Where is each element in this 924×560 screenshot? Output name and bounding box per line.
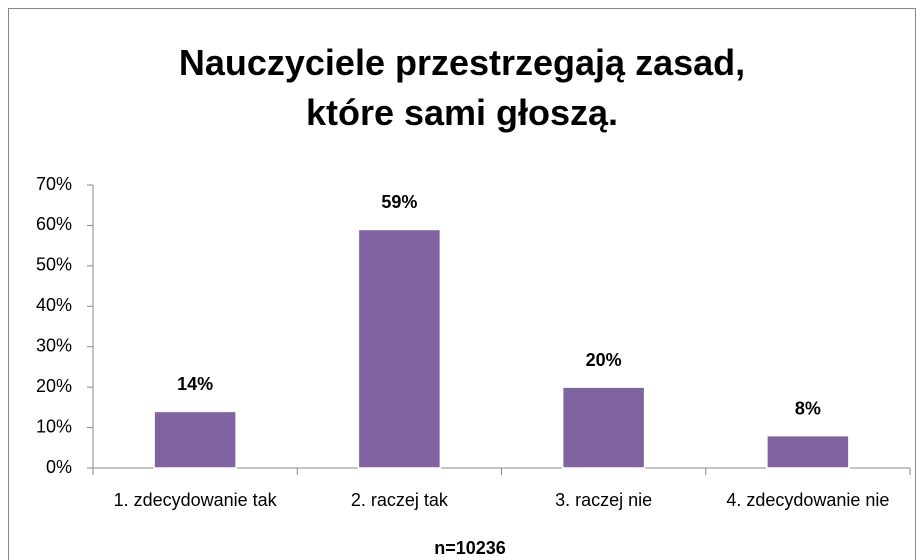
value-label: 59% [381, 192, 417, 212]
chart-title: Nauczyciele przestrzegają zasad, które s… [178, 42, 746, 133]
y-tick-label: 40% [36, 295, 72, 315]
bar [153, 410, 237, 469]
bar [766, 434, 850, 469]
chart-frame [8, 8, 916, 560]
x-tick-label: 3. raczej nie [555, 490, 653, 510]
y-tick-label: 60% [36, 214, 72, 234]
y-tick-label: 30% [36, 335, 72, 355]
x-tick-label: 2. raczej tak [350, 490, 448, 510]
value-label: 14% [177, 374, 213, 394]
y-tick-label: 70% [36, 174, 72, 194]
annotation: n=10236 [434, 538, 506, 558]
value-label: 8% [795, 398, 821, 418]
x-tick-label: 4. zdecydowanie nie [726, 490, 890, 510]
y-tick-label: 10% [36, 416, 72, 436]
x-tick-label: 1. zdecydowanie tak [113, 490, 277, 510]
value-label: 20% [586, 350, 622, 370]
y-tick-label: 50% [36, 255, 72, 275]
y-tick-label: 0% [46, 457, 72, 477]
bar [357, 228, 442, 469]
y-tick-label: 20% [36, 376, 72, 396]
bar [561, 386, 646, 469]
